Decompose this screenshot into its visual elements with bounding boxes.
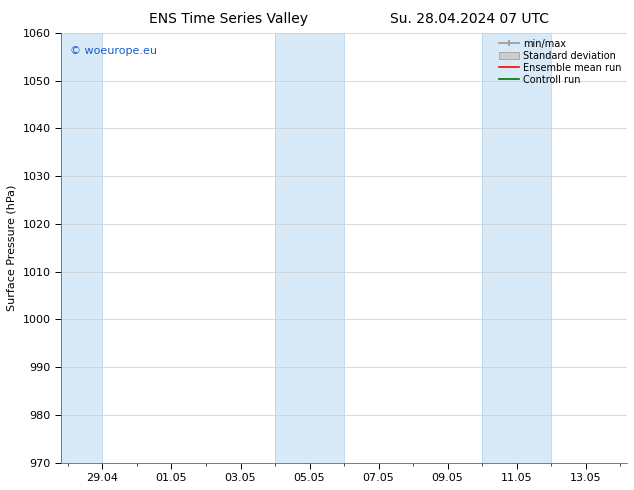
Legend: min/max, Standard deviation, Ensemble mean run, Controll run: min/max, Standard deviation, Ensemble me… [496, 35, 625, 89]
Bar [275, 33, 344, 463]
Text: Su. 28.04.2024 07 UTC: Su. 28.04.2024 07 UTC [390, 12, 548, 26]
Bar [61, 33, 103, 463]
Y-axis label: Surface Pressure (hPa): Surface Pressure (hPa) [7, 185, 17, 311]
Text: © woeurope.eu: © woeurope.eu [70, 46, 157, 56]
Bar [482, 33, 551, 463]
Text: ENS Time Series Valley: ENS Time Series Valley [149, 12, 307, 26]
